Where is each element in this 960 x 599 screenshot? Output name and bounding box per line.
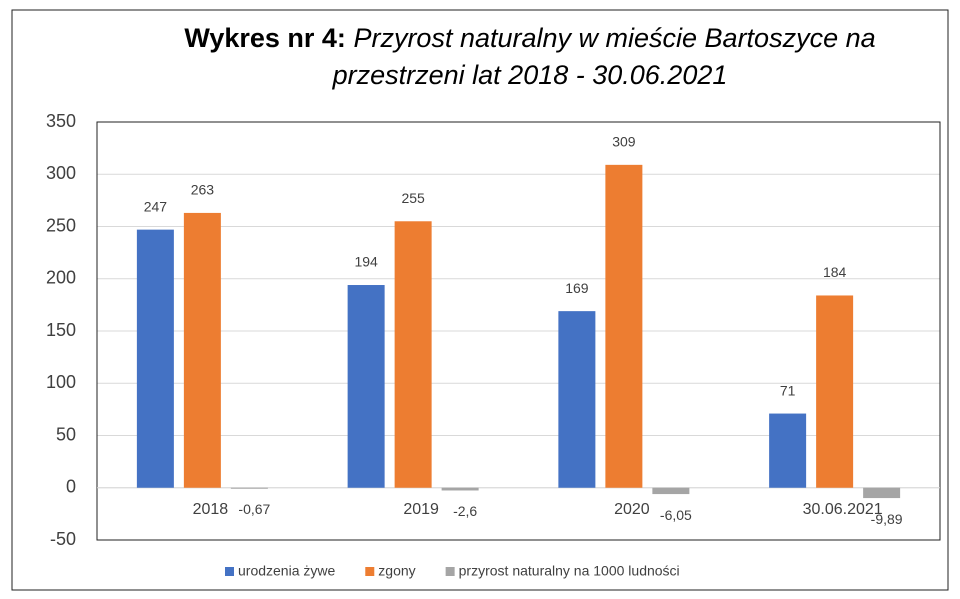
data-label: 71 (780, 382, 796, 398)
bar (605, 164, 643, 488)
y-tick-label: -50 (50, 529, 76, 549)
y-tick-label: 50 (56, 424, 76, 444)
chart-title: Wykres nr 4: Przyrost naturalny w mieści… (130, 20, 930, 94)
data-label: 194 (354, 254, 378, 270)
data-label: -0,67 (238, 501, 270, 517)
data-label: 255 (401, 190, 425, 206)
title-text: Przyrost naturalny w mieście Bartoszyce … (332, 23, 876, 90)
data-label: -9,89 (871, 511, 903, 527)
data-label: 263 (191, 182, 215, 198)
data-label: 169 (565, 280, 589, 296)
legend-swatch (365, 567, 375, 576)
y-tick-label: 300 (46, 163, 76, 183)
bar (652, 487, 690, 495)
y-tick-label: 150 (46, 320, 76, 340)
bar (863, 487, 901, 499)
data-label: -2,6 (453, 503, 477, 519)
bar (230, 487, 268, 489)
legend-label: przyrost naturalny na 1000 ludności (459, 563, 680, 579)
y-tick-label: 100 (46, 372, 76, 392)
x-tick-label: 2019 (403, 501, 439, 518)
bar (183, 212, 221, 488)
y-tick-label: 200 (46, 268, 76, 288)
data-label: -6,05 (660, 507, 692, 523)
bar (347, 285, 385, 488)
y-tick-label: 250 (46, 215, 76, 235)
x-tick-label: 30.06.2021 (803, 501, 883, 518)
bar (394, 221, 432, 488)
bar (816, 295, 854, 488)
bar (441, 487, 479, 491)
data-label: 184 (823, 264, 847, 280)
x-tick-label: 2018 (193, 501, 229, 518)
title-prefix: Wykres nr 4: (184, 23, 346, 53)
bar (558, 311, 596, 488)
legend-label: zgony (378, 563, 415, 579)
bar (769, 413, 807, 488)
y-tick-label: 350 (46, 111, 76, 131)
legend-swatch (445, 567, 455, 576)
data-label: 247 (144, 198, 168, 214)
chart-frame (11, 9, 949, 591)
plot-border (96, 121, 941, 541)
legend-swatch (225, 567, 234, 576)
x-tick-label: 2020 (614, 501, 650, 518)
bar (136, 229, 174, 488)
legend-label: urodzenia żywe (238, 563, 335, 579)
y-tick-label: 0 (66, 477, 76, 497)
data-label: 309 (612, 134, 636, 150)
